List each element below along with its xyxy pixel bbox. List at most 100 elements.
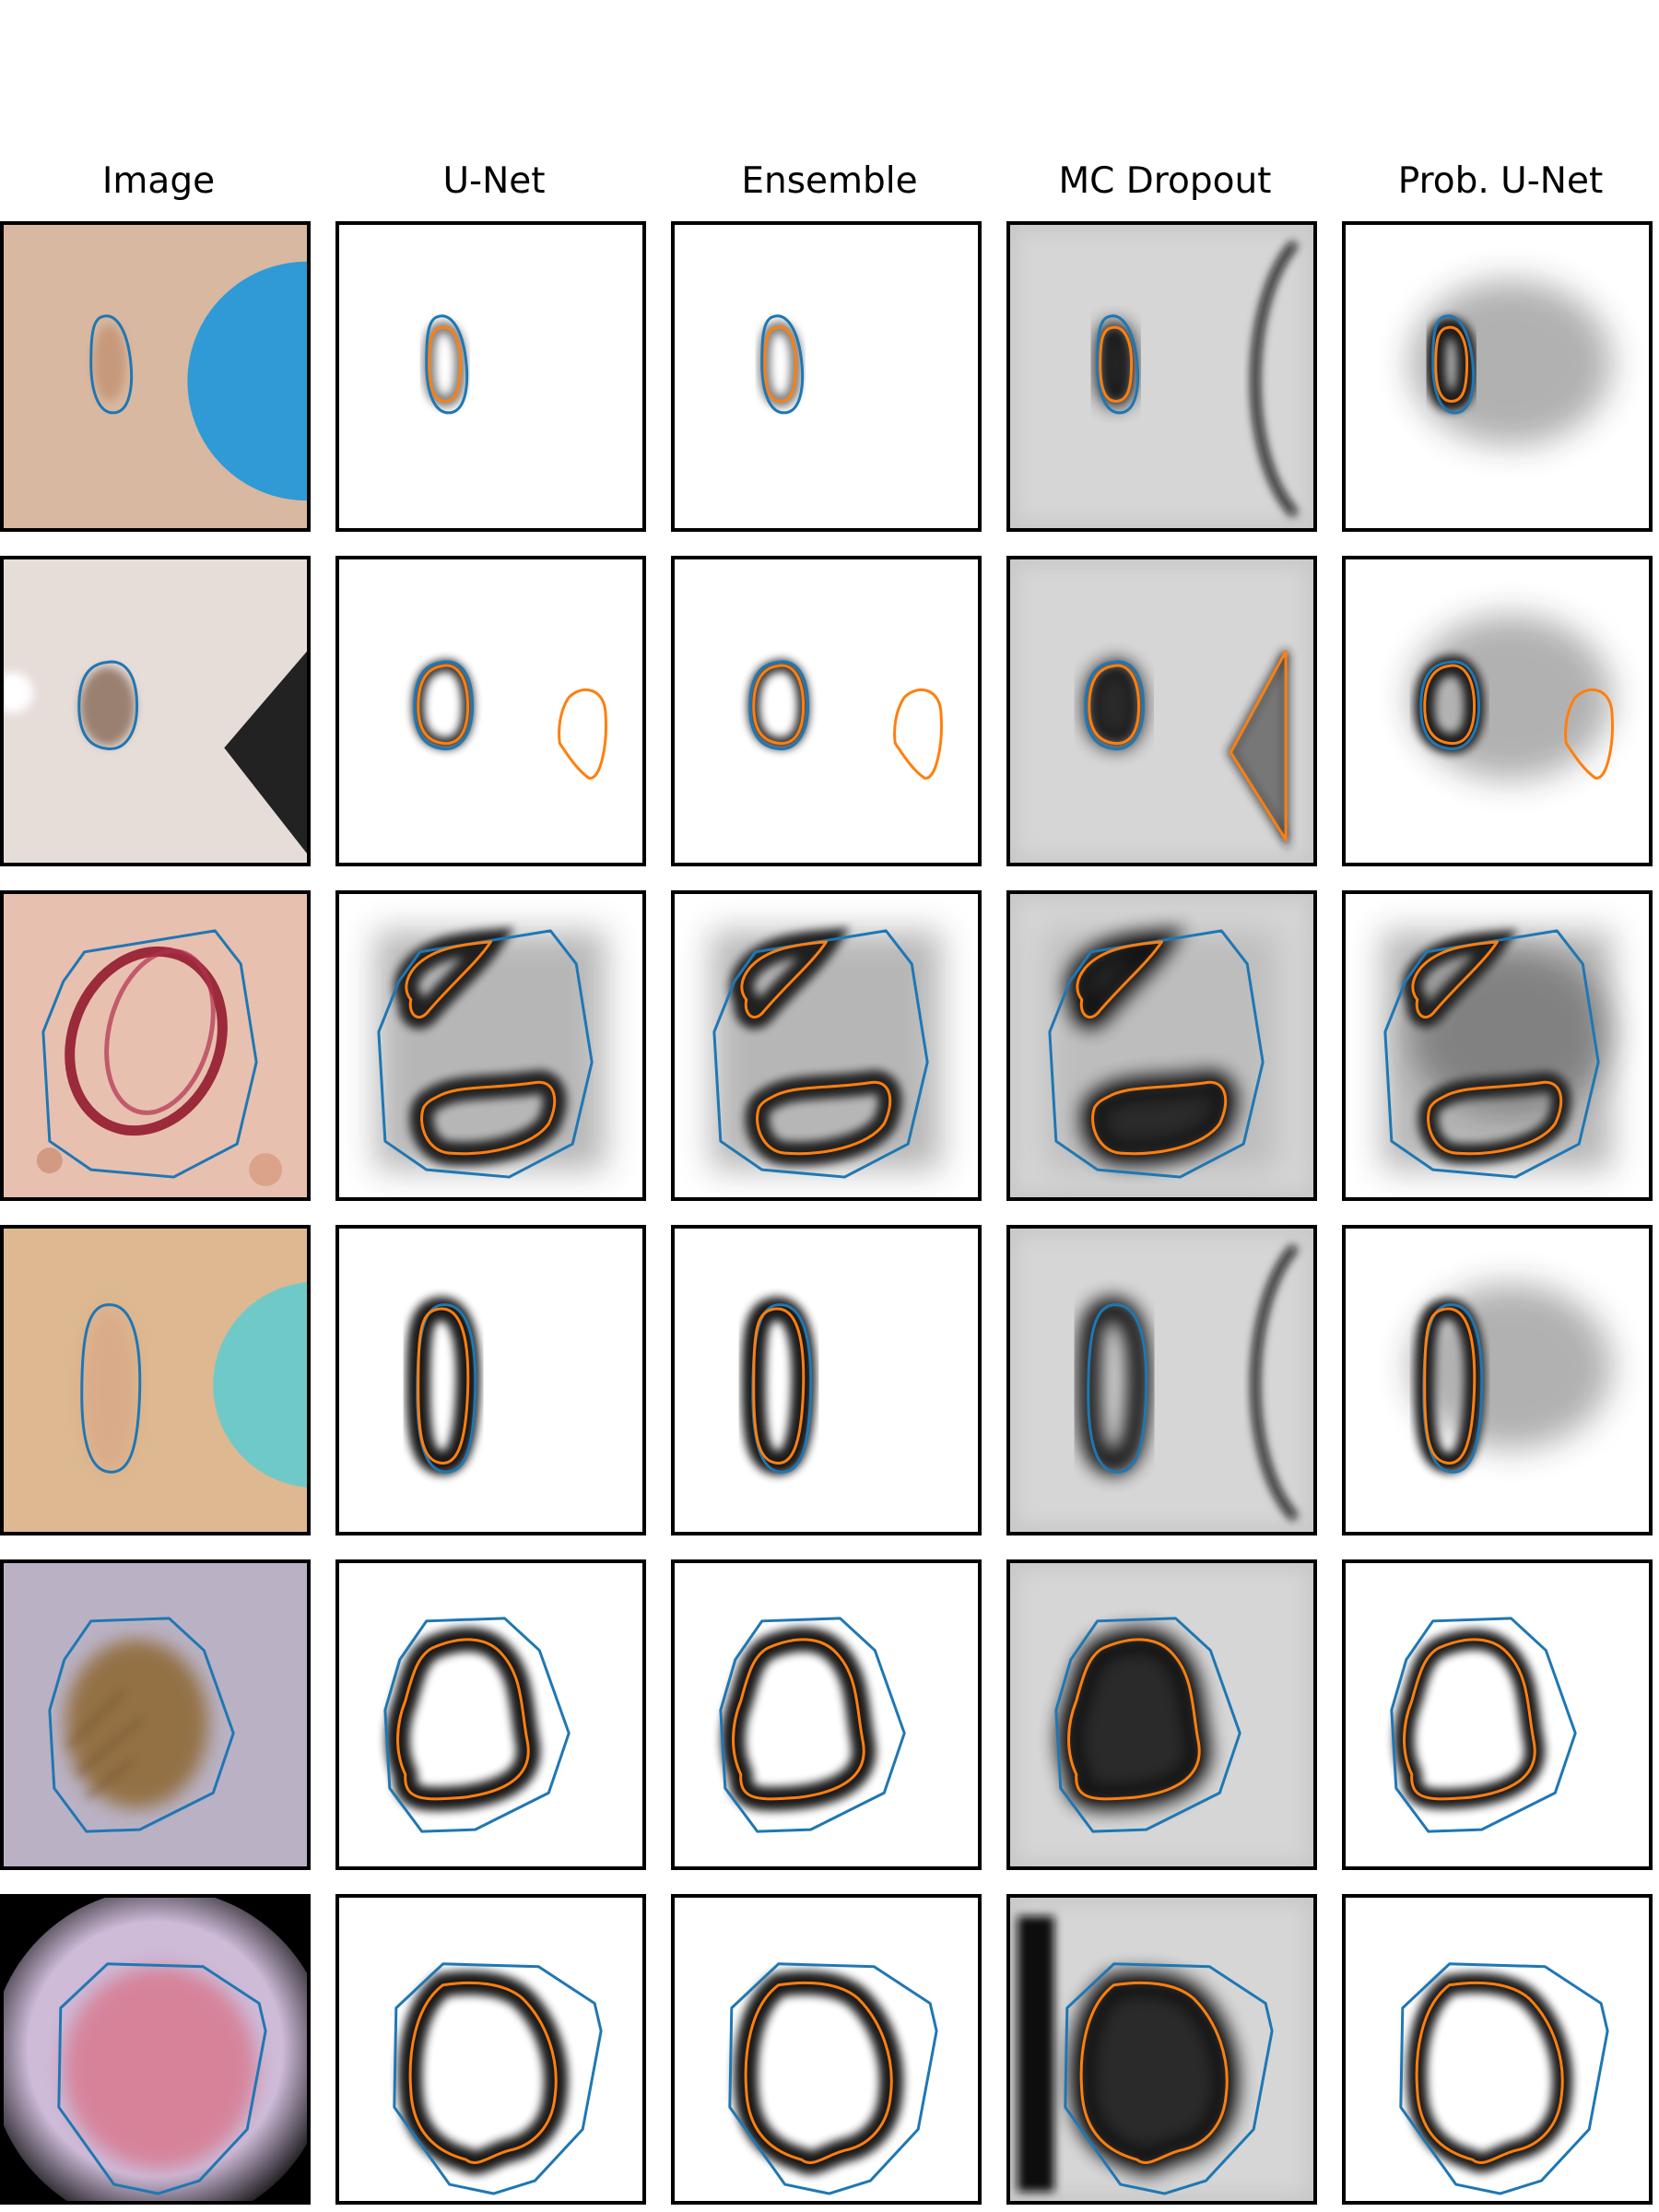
prediction-contour-artifact [1229, 650, 1288, 841]
column-header-unet: U-Net [442, 160, 546, 202]
ground-truth-contour [1096, 314, 1140, 415]
prediction-contour [1079, 1981, 1229, 2164]
ground-truth-contour [1054, 1617, 1241, 1833]
ground-truth-contour [413, 660, 475, 750]
prediction-contour [1434, 325, 1469, 403]
prediction-contour-artifact [893, 688, 943, 780]
panel-row-6-prob-unet [1342, 1894, 1653, 2205]
ground-truth-contour [48, 1617, 235, 1833]
ground-truth-contour [1431, 314, 1476, 415]
ground-truth-contour [712, 929, 929, 1179]
prediction-contour [732, 1638, 865, 1801]
ground-truth-contour [1048, 929, 1265, 1179]
unet-prediction [339, 1563, 642, 1866]
panel-row-3-mc-dropout [1006, 890, 1317, 1201]
mc-dropout-prediction [1010, 225, 1313, 528]
panel-row-5-image [0, 1559, 311, 1870]
prediction-contour [744, 1981, 893, 2164]
ensemble-prediction [675, 559, 978, 863]
prediction-contour [1088, 664, 1141, 745]
prob-unet-prediction [1346, 1898, 1649, 2201]
panel-row-6-image [0, 1894, 311, 2205]
panel-row-2-prob-unet [1342, 556, 1653, 866]
ground-truth-contour [719, 1617, 906, 1833]
ground-truth-contour [1419, 660, 1481, 750]
mc-dropout-prediction [1010, 894, 1313, 1197]
ground-truth-contour [1087, 1303, 1148, 1474]
dark-object [224, 651, 307, 854]
ground-truth-contour [760, 314, 805, 415]
ground-truth-contour [425, 314, 469, 415]
panel-row-4-image [0, 1225, 311, 1535]
panel-row-5-unet [335, 1559, 646, 1870]
prediction-contour [417, 1307, 470, 1465]
panel-row-5-prob-unet [1342, 1559, 1653, 1870]
dermoscopy-image [4, 1898, 307, 2201]
prob-unet-prediction [1346, 894, 1649, 1197]
panel-row-3-unet [335, 890, 646, 1201]
prediction-contour [1099, 325, 1134, 403]
panel-row-2-mc-dropout [1006, 556, 1317, 866]
column-header-mc-dropout: MC Dropout [1058, 160, 1272, 202]
panel-row-1-image [0, 221, 311, 532]
prediction-contour [1067, 1638, 1201, 1801]
mc-dropout-prediction [1010, 1229, 1313, 1532]
prediction-contour [752, 1307, 806, 1465]
dermoscopy-image [4, 225, 307, 528]
dermoscopy-image [4, 894, 307, 1197]
ground-truth-contour [393, 1962, 603, 2195]
prediction-contour [1423, 1307, 1477, 1465]
prediction-contour [417, 664, 470, 745]
panel-row-4-ensemble [671, 1225, 982, 1535]
ensemble-prediction [675, 894, 978, 1197]
mc-dropout-prediction [1010, 559, 1313, 863]
prediction-contour [1415, 1981, 1564, 2164]
ground-truth-contour [80, 1303, 142, 1474]
panel-row-5-mc-dropout [1006, 1559, 1317, 1870]
unet-prediction [339, 894, 642, 1197]
mc-dropout-prediction [1010, 1898, 1313, 2201]
panel-row-6-ensemble [671, 1894, 982, 2205]
prob-unet-prediction [1346, 1229, 1649, 1532]
panel-row-3-prob-unet [1342, 890, 1653, 1201]
panel-row-4-unet [335, 1225, 646, 1535]
panel-row-1-ensemble [671, 221, 982, 532]
panel-row-5-ensemble [671, 1559, 982, 1870]
panel-row-1-mc-dropout [1006, 221, 1317, 532]
unet-prediction [339, 559, 642, 863]
panel-row-2-unet [335, 556, 646, 866]
dermoscopy-image [4, 1563, 307, 1866]
prediction-contour [408, 1981, 558, 2164]
prediction-contour [405, 940, 557, 1156]
panel-row-3-image [0, 890, 311, 1201]
ground-truth-contour [383, 1617, 571, 1833]
prediction-contour [752, 664, 806, 745]
prediction-contour [1411, 940, 1563, 1156]
ground-truth-contour [77, 660, 139, 750]
panel-row-4-prob-unet [1342, 1225, 1653, 1535]
ground-truth-contour [1064, 1962, 1274, 2195]
prediction-contour [763, 325, 798, 403]
prediction-contour [1076, 940, 1228, 1156]
ensemble-prediction [675, 1563, 978, 1866]
dermoscopy-image [4, 559, 307, 863]
panel-row-1-unet [335, 221, 646, 532]
ground-truth-contour [1383, 929, 1600, 1179]
mc-dropout-prediction [1010, 1563, 1313, 1866]
ground-truth-contour [1390, 1617, 1577, 1833]
prediction-contour [1403, 1638, 1536, 1801]
panel-row-6-unet [335, 1894, 646, 2205]
prob-unet-prediction [1346, 225, 1649, 528]
panel-row-4-mc-dropout [1006, 1225, 1317, 1535]
panel-row-2-ensemble [671, 556, 982, 866]
panel-row-6-mc-dropout [1006, 1894, 1317, 2205]
ensemble-prediction [675, 1898, 978, 2201]
prob-unet-prediction [1346, 1563, 1649, 1866]
column-header-prob-unet: Prob. U-Net [1397, 160, 1604, 202]
ground-truth-contour [748, 660, 810, 750]
blue-sticker [187, 261, 307, 501]
unet-prediction [339, 225, 642, 528]
ground-truth-contour [1399, 1962, 1609, 2195]
prediction-contour [1423, 664, 1477, 745]
